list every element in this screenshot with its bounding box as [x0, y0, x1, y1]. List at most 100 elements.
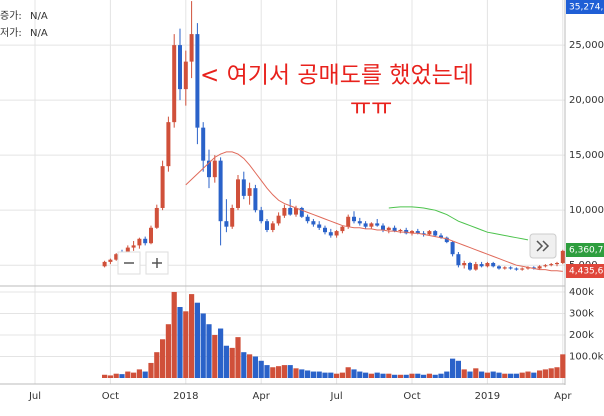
candle-body: [549, 264, 554, 266]
candle-body: [375, 223, 380, 226]
candle-body: [363, 223, 368, 227]
candle-body: [444, 237, 449, 243]
candle-body: [560, 250, 565, 263]
volume-bar: [519, 372, 525, 378]
volume-tick-label: 300k: [569, 308, 594, 319]
candle-body: [311, 221, 316, 225]
volume-bar: [467, 371, 473, 378]
x-tick-label: Oct: [102, 391, 119, 402]
volume-bar: [200, 313, 206, 378]
zoom-out-button[interactable]: [117, 251, 141, 275]
candle-body: [265, 221, 269, 230]
info-value: N/A: [30, 11, 48, 22]
candle-body: [276, 215, 281, 224]
volume-bar: [513, 373, 519, 378]
candle-body: [468, 262, 472, 270]
volume-bar: [142, 371, 148, 378]
volume-bar: [386, 373, 392, 378]
candle-body: [166, 122, 171, 167]
price-label-box: [566, 264, 604, 278]
candle-body: [439, 235, 443, 238]
candle-body: [299, 207, 304, 217]
volume-bar: [241, 352, 247, 378]
candle-body: [473, 264, 478, 270]
candle-body: [236, 179, 240, 208]
candle-body: [131, 245, 136, 248]
info-value: N/A: [30, 28, 48, 39]
volume-bar: [334, 373, 340, 378]
candle-body: [392, 227, 397, 232]
volume-bar: [421, 374, 427, 378]
scroll-right-button[interactable]: [529, 233, 557, 259]
volume-bar: [310, 371, 316, 378]
candle-body: [381, 225, 385, 230]
volume-bar: [165, 324, 171, 378]
volume-bar: [299, 369, 305, 378]
candle-body: [340, 226, 345, 232]
candle-body: [270, 223, 275, 230]
candle-body: [294, 207, 298, 215]
candle-body: [352, 216, 356, 222]
volume-bar: [206, 324, 212, 378]
volume-bar: [119, 374, 125, 378]
volume-bar: [374, 372, 380, 378]
volume-bar: [171, 291, 177, 378]
volume-bar: [479, 371, 485, 378]
volume-bar: [392, 374, 398, 378]
x-tick-label: Oct: [403, 391, 420, 402]
volume-bar: [328, 372, 334, 378]
volume-bar: [363, 372, 369, 378]
candle-body: [305, 216, 310, 222]
volume-bar: [531, 372, 537, 378]
x-tick-label: Jul: [28, 391, 41, 402]
candle-body: [317, 224, 322, 228]
candle-body: [137, 238, 142, 246]
volume-bar: [473, 368, 479, 378]
volume-bar: [235, 337, 241, 378]
candle-body: [189, 34, 194, 62]
candle-body: [218, 160, 223, 222]
annotation: ㅠㅠ: [350, 95, 392, 121]
volume-bar: [484, 372, 490, 378]
volume-bar: [432, 374, 438, 378]
moving-average-line: [388, 206, 529, 241]
candle-body: [491, 262, 496, 267]
candle-body: [149, 227, 153, 244]
volume-bar: [548, 368, 554, 378]
candle-body: [253, 188, 258, 211]
volume-bar: [223, 345, 229, 378]
x-tick-label: 2018: [173, 391, 198, 402]
volume-bar: [397, 374, 403, 378]
candle-body: [160, 166, 165, 208]
candle-body: [415, 231, 420, 234]
volume-bar: [194, 302, 200, 378]
volume-bar: [189, 294, 195, 378]
zoom-in-button[interactable]: [145, 251, 169, 275]
volume-bar: [339, 372, 345, 378]
candle-body: [357, 221, 362, 224]
candle-body: [421, 233, 426, 235]
volume-bar: [229, 347, 235, 378]
volume-bar: [183, 311, 189, 378]
volume-bar: [438, 373, 444, 378]
candle-body: [433, 231, 438, 236]
candle-body: [450, 242, 455, 255]
volume-bar: [247, 354, 253, 378]
volume-tick-label: 200k: [569, 330, 594, 341]
volume-bar: [403, 374, 409, 378]
volume-tick-label: 400k: [569, 287, 594, 298]
candle-body: [508, 267, 513, 269]
volume-bar: [409, 373, 415, 378]
candle-body: [323, 227, 327, 233]
candle-body: [543, 265, 548, 267]
volume-bar: [537, 370, 543, 378]
candle-body: [259, 210, 264, 222]
volume-bar: [450, 358, 456, 378]
x-tick-label: Apr: [554, 391, 572, 402]
volume-bar: [502, 373, 508, 378]
volume-bar: [415, 373, 421, 378]
y-tick-label: 15,000: [569, 150, 604, 161]
volume-bar: [160, 339, 166, 378]
volume-bar: [461, 369, 467, 378]
candle-body: [410, 231, 414, 234]
